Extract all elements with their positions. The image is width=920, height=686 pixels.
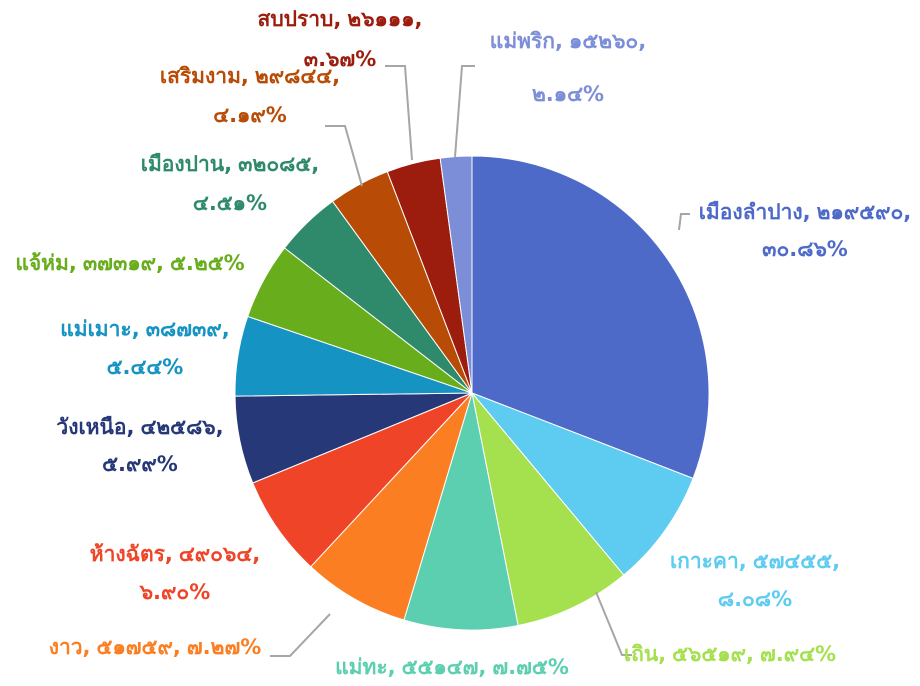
data-label: เมืองปาน, ๓๒๐๘๕, — [141, 152, 319, 176]
percent-label: ๕.๔๔% — [107, 355, 184, 379]
data-label: เมืองลำปาง, ๒๑๙๕๙๐, — [699, 200, 912, 224]
leader-line — [325, 125, 363, 187]
category-label: แจ้ห่ม, — [15, 251, 77, 275]
percent-label: ๗.๒๗% — [187, 635, 261, 659]
percent-label: ๔.๕๑% — [193, 191, 267, 215]
category-label: เมืองปาน, — [141, 152, 232, 176]
value-label: ๓๒๐๘๕, — [238, 152, 319, 176]
data-label: สบปราบ, ๒๖๑๑๑, — [258, 7, 423, 31]
percent-label: ๕.๙๙% — [102, 452, 178, 476]
value-label: ๒๖๑๑๑, — [347, 7, 422, 31]
value-label: ๔๙๐๖๔, — [179, 542, 260, 566]
category-label: ห้างฉัตร, — [90, 542, 173, 566]
leader-lines — [270, 65, 690, 657]
data-label: แม่ทะ, ๕๕๑๔๗, ๗.๗๕% — [335, 655, 569, 679]
data-label: ห้างฉัตร, ๔๙๐๖๔, — [90, 542, 260, 566]
data-label: เถิน, ๕๖๕๑๙, ๗.๙๔% — [624, 642, 836, 666]
percent-label: ๗.๙๔% — [760, 642, 836, 666]
pie-slice — [471, 392, 625, 627]
pie-slice — [471, 155, 710, 480]
value-label: ๕๕๑๔๗, — [402, 655, 487, 679]
category-label: แม่พริก, — [490, 29, 563, 53]
pie-slice — [310, 392, 473, 621]
value-label: ๒๑๙๕๙๐, — [817, 200, 912, 224]
percent-label: ๖.๙๐% — [139, 580, 211, 604]
category-label: งาว, — [49, 635, 91, 659]
pie-slice — [470, 391, 694, 576]
percent-label: ๓.๖๗% — [304, 47, 377, 71]
value-label: ๕๗๔๕๕, — [753, 549, 840, 573]
value-label: ๔๒๕๘๖, — [140, 415, 223, 439]
value-label: ๕๑๗๕๙, — [97, 635, 181, 659]
value-label: ๑๕๒๖๐, — [569, 29, 646, 53]
value-label: ๓๗๓๑๙, — [83, 251, 164, 275]
percent-label: ๘.๐๘% — [718, 587, 792, 611]
pie-slice — [403, 392, 519, 631]
category-label: เมืองลำปาง, — [699, 200, 811, 224]
category-label: เสริมงาม, — [160, 64, 249, 88]
pie-slice — [252, 392, 473, 568]
data-label: แม่พริก, ๑๕๒๖๐, — [490, 29, 646, 53]
percent-label: ๕.๒๕% — [170, 251, 245, 275]
data-label: วังเหนือ, ๔๒๕๘๖, — [56, 415, 223, 439]
category-label: แม่ทะ, — [335, 655, 395, 679]
leader-line — [385, 65, 413, 161]
leader-line — [270, 613, 331, 657]
value-label: ๓๘๗๓๙, — [146, 317, 230, 341]
category-label: วังเหนือ, — [56, 415, 134, 439]
data-label: เกาะคา, ๕๗๔๕๕, — [670, 549, 840, 573]
data-label: เสริมงาม, ๒๙๘๔๔, — [160, 64, 340, 88]
category-label: เกาะคา, — [670, 549, 747, 573]
percent-label: ๓๐.๘๖% — [762, 237, 848, 261]
value-label: ๕๖๕๑๙, — [672, 642, 754, 666]
pie-slice — [439, 155, 473, 394]
data-label: งาว, ๕๑๗๕๙, ๗.๒๗% — [49, 635, 262, 659]
data-label: แจ้ห่ม, ๓๗๓๑๙, ๕.๒๕% — [15, 251, 244, 275]
value-label: ๒๙๘๔๔, — [255, 64, 340, 88]
percent-label: ๗.๗๕% — [492, 655, 569, 679]
leader-line — [595, 591, 632, 656]
data-label: แม่เมาะ, ๓๘๗๓๙, — [60, 317, 230, 341]
leader-line — [454, 65, 475, 158]
category-label: แม่เมาะ, — [60, 317, 139, 341]
category-label: สบปราบ, — [258, 7, 342, 31]
percent-label: ๒.๑๔% — [532, 82, 604, 106]
leader-line — [678, 213, 690, 231]
percent-label: ๔.๑๙% — [213, 103, 287, 127]
pie — [234, 155, 710, 631]
category-label: เถิน, — [624, 642, 666, 666]
